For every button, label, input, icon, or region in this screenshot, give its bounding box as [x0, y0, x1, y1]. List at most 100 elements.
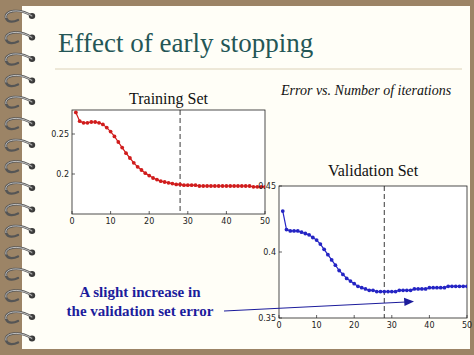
point: [101, 123, 105, 127]
binding-shine: [6, 97, 32, 104]
point: [225, 184, 229, 188]
frame: [0, 0, 474, 355]
point: [458, 284, 462, 288]
binding-shine: [6, 32, 32, 39]
point: [78, 119, 82, 123]
point: [285, 228, 289, 232]
point: [465, 284, 467, 288]
point: [109, 130, 113, 134]
point: [170, 182, 174, 186]
point: [93, 120, 97, 124]
point: [221, 184, 225, 188]
binding-shine: [6, 290, 32, 297]
point: [240, 184, 244, 188]
point: [205, 184, 209, 188]
slide: Effect of early stopping Error vs. Number…: [0, 0, 474, 355]
point: [311, 236, 315, 240]
binding-shine: [6, 333, 32, 340]
binding-shine: [6, 118, 32, 125]
binding-ring: [6, 312, 32, 323]
point: [375, 290, 379, 294]
binding-ring: [6, 32, 32, 43]
point: [248, 184, 252, 188]
title-rule: [55, 69, 462, 70]
point: [89, 120, 93, 124]
series-line: [283, 211, 467, 292]
binding-shine: [6, 204, 32, 211]
annotation-arrow: [224, 302, 406, 311]
slide-title: Effect of early stopping: [58, 28, 313, 58]
point: [326, 253, 330, 257]
point: [446, 284, 450, 288]
point: [288, 229, 292, 233]
binding-ring: [6, 54, 32, 65]
x-tick-label: 20: [144, 217, 154, 226]
point: [128, 156, 132, 160]
point: [252, 185, 256, 189]
point: [105, 126, 109, 130]
point: [182, 183, 186, 187]
chart: Validation Set010203040500.350.40.45: [258, 162, 472, 330]
x-tick-label: 40: [221, 217, 231, 226]
point: [217, 184, 221, 188]
point: [132, 161, 136, 165]
x-tick-label: 50: [260, 217, 270, 226]
x-tick: [279, 315, 280, 318]
binding-shine: [6, 312, 32, 319]
point: [86, 121, 90, 125]
subtitle: Error vs. Number of iterations: [280, 83, 452, 98]
point: [360, 286, 364, 290]
chart-title: Validation Set: [328, 162, 419, 179]
point: [167, 181, 171, 185]
point: [420, 287, 424, 291]
y-tick-label: 0.4: [263, 248, 276, 257]
chart-title: Training Set: [129, 90, 209, 108]
point: [143, 171, 147, 175]
binding-shine: [6, 226, 32, 233]
binding-ring: [6, 118, 32, 129]
point: [228, 184, 232, 188]
x-tick-label: 0: [69, 217, 74, 226]
point: [435, 286, 439, 290]
binding-shine: [6, 247, 32, 254]
point: [461, 284, 465, 288]
y-tick: [279, 186, 282, 187]
point: [151, 176, 155, 180]
x-tick-label: 0: [276, 321, 281, 330]
binding-shine: [6, 161, 32, 168]
point: [113, 135, 117, 139]
point: [82, 121, 86, 125]
binding-ring: [6, 290, 32, 301]
point: [300, 230, 304, 234]
point: [322, 247, 326, 251]
plot-area: [74, 110, 265, 214]
x-tick: [354, 315, 355, 318]
x-tick-label: 40: [424, 321, 434, 330]
binding-ring: [6, 140, 32, 151]
point: [140, 168, 144, 172]
x-tick: [226, 211, 227, 214]
binding-ring: [6, 226, 32, 237]
point: [341, 273, 345, 277]
point: [232, 184, 236, 188]
x-tick: [467, 315, 468, 318]
binding-ring: [6, 97, 32, 108]
point: [315, 238, 319, 242]
point: [244, 184, 248, 188]
point: [401, 288, 405, 292]
canvas: Effect of early stopping Error vs. Number…: [0, 0, 474, 355]
plot-area: [281, 186, 467, 318]
y-tick: [72, 174, 75, 175]
binding-shine: [6, 75, 32, 82]
x-tick: [316, 315, 317, 318]
point: [334, 263, 338, 267]
point: [386, 290, 390, 294]
arrow-head: [404, 298, 414, 306]
point: [147, 174, 151, 178]
point: [236, 184, 240, 188]
point: [318, 242, 322, 246]
point: [120, 146, 124, 150]
x-tick: [72, 211, 73, 214]
point: [155, 178, 159, 182]
binding-ring: [6, 75, 32, 86]
